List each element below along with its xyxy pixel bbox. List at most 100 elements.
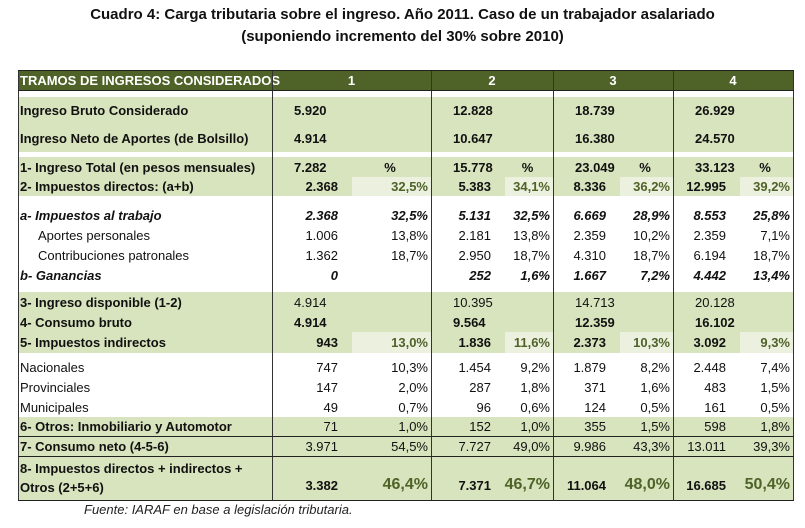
pct-cell: 32,5% (391, 207, 428, 223)
value-cell: 1.454 (458, 359, 491, 375)
pct-cell: 48,0% (624, 476, 670, 493)
value-cell: 1.006 (305, 227, 338, 243)
value-cell: 9.564 (453, 314, 486, 330)
header-bg (18, 70, 793, 90)
pct-cell: 7,1% (760, 227, 790, 243)
row-bg (18, 456, 793, 500)
pct-bg (505, 332, 553, 353)
pct-cell: 0,6% (520, 399, 550, 415)
pct-cell: 18,7% (633, 247, 670, 263)
row-bg (18, 312, 793, 332)
value-cell: 598 (704, 419, 726, 434)
pct-cell: 18,7% (513, 247, 550, 263)
value-cell: 4.442 (693, 267, 726, 283)
pct-cell: % (384, 159, 396, 175)
value-cell: 252 (469, 267, 491, 283)
row-rule (18, 90, 794, 91)
value-cell: 1.667 (573, 267, 606, 283)
value-cell: 2.950 (458, 247, 491, 263)
row-bg (18, 357, 793, 377)
value-cell: 49 (323, 399, 338, 415)
pct-cell: 43,3% (633, 438, 670, 454)
row-bg (18, 397, 793, 417)
value-cell: 24.570 (695, 130, 735, 146)
row-label: Nacionales (20, 359, 85, 375)
row-label: 3- Ingreso disponible (1-2) (20, 294, 182, 310)
pct-cell: 13,0% (391, 335, 428, 350)
pct-cell: 36,2% (633, 179, 670, 194)
title-line: Cuadro 4: Carga tributaria sobre el ingr… (90, 6, 715, 23)
row-bg (18, 417, 793, 436)
row-bg (18, 292, 793, 312)
value-cell: 747 (316, 359, 338, 375)
title-line: (suponiendo incremento del 30% sobre 201… (241, 28, 564, 45)
pct-cell: 39,3% (753, 438, 790, 454)
pct-cell: 46,7% (504, 476, 550, 493)
value-cell: 371 (584, 379, 606, 395)
pct-cell: % (521, 159, 534, 175)
value-cell: 4.914 (294, 294, 327, 310)
pct-cell: 10,3% (391, 359, 428, 375)
header-cell: 3 (609, 72, 617, 88)
value-cell: 2.181 (458, 227, 491, 243)
value-cell: 2.373 (573, 335, 606, 350)
column-rule (431, 70, 432, 500)
value-cell: 1.879 (573, 359, 606, 375)
value-cell: 12.359 (575, 314, 615, 330)
pct-cell: 1,6% (640, 379, 670, 395)
value-cell: 4.914 (294, 130, 327, 146)
header-cell: 2 (488, 72, 496, 88)
pct-bg (352, 332, 431, 353)
row-bg (18, 157, 793, 177)
pct-cell: 1,0% (520, 419, 550, 434)
row-bg (18, 265, 793, 285)
value-cell: 23.049 (575, 159, 615, 175)
value-cell: 26.929 (695, 103, 735, 118)
row-label: 1- Ingreso Total (en pesos mensuales) (20, 159, 256, 175)
column-rule (272, 70, 273, 500)
pct-bg (740, 332, 793, 353)
row-bg (18, 436, 793, 456)
value-cell: 8.553 (693, 207, 726, 223)
value-cell: 5.920 (294, 103, 327, 118)
pct-cell: 32,5% (391, 179, 428, 194)
pct-cell: 39,2% (753, 179, 790, 194)
value-cell: 2.368 (305, 207, 338, 223)
pct-cell: 25,8% (753, 207, 790, 223)
value-cell: 9.986 (573, 438, 606, 454)
value-cell: 161 (704, 399, 726, 415)
pct-cell: 28,9% (633, 207, 670, 223)
pct-cell: 49,0% (513, 438, 550, 454)
row-bg (18, 205, 793, 225)
pct-cell: 18,7% (753, 247, 790, 263)
pct-cell: 1,6% (520, 267, 550, 283)
row-label: 6- Otros: Inmobiliario y Automotor (20, 419, 232, 434)
value-cell: 18.739 (575, 103, 615, 118)
pct-cell: 1,5% (640, 419, 670, 434)
pct-cell: 0,5% (640, 399, 670, 415)
column-rule (673, 70, 674, 500)
pct-cell: 0,7% (398, 399, 428, 415)
row-label: Municipales (20, 399, 89, 415)
row-rule (18, 70, 794, 71)
pct-cell: 1,8% (520, 379, 550, 395)
pct-cell: 1,5% (760, 379, 790, 395)
value-cell: 2.368 (305, 179, 338, 194)
pct-cell: 0,5% (760, 399, 790, 415)
value-cell: 8.336 (573, 179, 606, 194)
pct-cell: 46,4% (382, 476, 428, 493)
pct-cell: 1,0% (398, 419, 428, 434)
value-cell: 5.383 (458, 179, 491, 194)
pct-bg (740, 177, 793, 196)
value-cell: 16.380 (575, 130, 615, 146)
row-label: Ingreso Bruto Considerado (20, 103, 189, 118)
value-cell: 6.669 (573, 207, 606, 223)
value-cell: 2.359 (573, 227, 606, 243)
row-label: 4- Consumo bruto (20, 314, 132, 330)
value-cell: 33.123 (695, 159, 735, 175)
value-cell: 0 (330, 267, 338, 283)
row-bg (18, 377, 793, 397)
pct-cell: 7,2% (640, 267, 670, 283)
pct-cell: 18,7% (391, 247, 428, 263)
value-cell: 943 (316, 335, 338, 350)
